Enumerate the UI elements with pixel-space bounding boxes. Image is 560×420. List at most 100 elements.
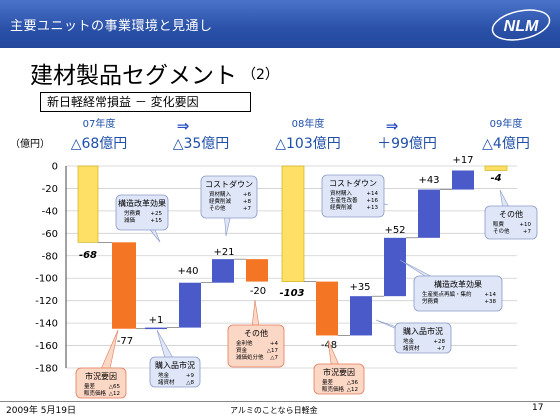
- bar-value-label: -77: [117, 336, 133, 347]
- callout-box: [413, 275, 503, 312]
- bar-value-label: -68: [79, 250, 97, 261]
- segment-number: （2）: [242, 67, 279, 83]
- bar-value-label: -4: [490, 173, 501, 184]
- year-label: 07年度: [83, 117, 116, 130]
- y-tick-label: -120: [35, 296, 58, 307]
- callout-box: [200, 175, 258, 219]
- callout-row-label: 労務費: [124, 209, 141, 217]
- y-tick-label: -40: [42, 206, 58, 217]
- callout-box: [227, 324, 285, 368]
- callout-title: コストダウン: [205, 179, 253, 189]
- callout-row-value: △7: [270, 355, 278, 361]
- callout-row-value: +38: [484, 299, 496, 305]
- callout-row-label: 減価処分他: [236, 353, 264, 361]
- callout-row-label: 販費: [493, 220, 505, 228]
- callout-row-label: 減価: [124, 216, 136, 224]
- callout-box: [321, 174, 385, 218]
- y-tick-label: -180: [35, 364, 58, 375]
- callout-row-value: +13: [366, 205, 378, 211]
- callout-row-value: +7: [243, 206, 252, 212]
- waterfall-bar: [452, 170, 474, 190]
- callout-row-label: 資金: [236, 346, 248, 354]
- waterfall-bar: [384, 237, 406, 297]
- waterfall-bar: [179, 282, 201, 328]
- callout-row-label: その他: [493, 227, 510, 235]
- callout-row-value: +15: [150, 218, 162, 224]
- callout-row-value: △65: [109, 384, 121, 390]
- waterfall-bar: [484, 165, 508, 171]
- callout-row-label: その他: [209, 204, 226, 212]
- callout-row-value: +7: [523, 229, 532, 235]
- callout-row-value: +7: [437, 346, 446, 352]
- callout-row-value: +10: [519, 222, 531, 228]
- unit-label: （億円）: [10, 137, 50, 150]
- callout-row-label: 販売価格: [84, 389, 107, 397]
- waterfall-bar: [77, 165, 99, 243]
- callout-box: [149, 356, 201, 388]
- waterfall-bar: [112, 242, 136, 329]
- y-tick-label: -100: [35, 274, 58, 285]
- bar-value-label: +43: [418, 175, 439, 186]
- callout-title: 購入品市況: [155, 360, 195, 370]
- callout-row-label: 量差: [322, 378, 334, 386]
- callout-row-label: 販売価格: [322, 385, 345, 393]
- callout-row-label: 量差: [84, 382, 96, 390]
- y-tick-label: -80: [42, 251, 58, 262]
- callout-row-value: +4: [270, 341, 279, 347]
- waterfall-bar: [350, 296, 372, 336]
- callout-title: 購入品市況: [403, 326, 443, 336]
- subtitle-box: 新日軽経常損益 － 変化要因: [40, 92, 251, 112]
- callout-row-label: 地金: [403, 337, 415, 345]
- header-bar: 主要ユニットの事業環境と見通し NLM: [0, 0, 560, 48]
- callout-box: [394, 322, 452, 354]
- callout-row-label: 生産拠点再編・集約: [422, 290, 472, 298]
- bar-value-label: +21: [213, 247, 234, 258]
- waterfall-bar: [281, 165, 305, 282]
- bar-value-label: +52: [384, 225, 405, 236]
- arrow-icon: ⇒: [177, 117, 190, 135]
- callout-row-value: △36: [347, 380, 359, 386]
- waterfall-bar: [246, 259, 268, 282]
- bar-value-label: +1: [149, 315, 164, 326]
- y-tick-label: -160: [35, 341, 58, 352]
- total-label: △103億円: [275, 136, 341, 152]
- waterfall-bar: [212, 259, 234, 283]
- callout-row-label: 諸資材: [158, 378, 175, 386]
- total-label: ＋99億円: [377, 136, 437, 152]
- callout-row-label: 地金: [158, 371, 170, 379]
- callout-row-label: 労務費: [422, 297, 439, 305]
- callout-row-value: △12: [109, 391, 120, 397]
- bar-value-label: +35: [349, 282, 370, 293]
- callout-box: [484, 205, 538, 240]
- bar-value-label: +40: [177, 266, 198, 277]
- callout-row-label: 経費削減: [330, 203, 353, 211]
- total-label: △4億円: [482, 136, 530, 152]
- callout-row-label: 金利他: [236, 339, 253, 347]
- waterfall-bar: [145, 327, 167, 330]
- callout-title: その他: [244, 328, 268, 338]
- callout-row-value: +14: [366, 191, 378, 197]
- callout-title: 構造改革効果: [434, 279, 482, 289]
- callout-row-value: +28: [433, 339, 445, 345]
- callout-box: [313, 363, 365, 395]
- callout-title: コストダウン: [329, 178, 377, 188]
- callout-title: 構造改革効果: [118, 198, 166, 208]
- callout-row-label: 資材購入: [209, 190, 232, 198]
- footer-tagline: アルミのことなら日軽金: [230, 406, 318, 415]
- arrow-icon: ⇒: [386, 117, 399, 135]
- y-tick-label: -20: [42, 184, 58, 195]
- header-title: 主要ユニットの事業環境と見通し: [10, 19, 213, 34]
- segment-title: 建材製品セグメント: [30, 63, 237, 89]
- callout-row-label: 経費削減: [209, 197, 232, 205]
- callout-row-label: 生産性改善: [330, 196, 358, 204]
- footer-date: 2009年 5月19日: [6, 406, 76, 416]
- waterfall-bar: [418, 189, 440, 238]
- year-label: 08年度: [292, 117, 325, 130]
- logo-text: NLM: [504, 18, 539, 35]
- footer-divider: [0, 401, 560, 402]
- callout-row-value: +8: [243, 199, 252, 205]
- total-label: △35億円: [173, 136, 230, 152]
- callout-row-value: +14: [484, 292, 496, 298]
- y-tick-label: 0: [52, 162, 58, 173]
